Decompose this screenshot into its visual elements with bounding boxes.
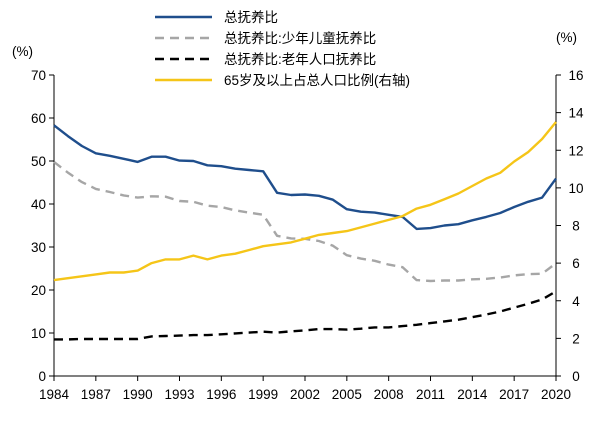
left-axis-tick-label: 70 <box>31 68 46 83</box>
left-axis-tick-label: 60 <box>31 111 46 126</box>
axes: 0 10 20 30 40 50 60 70 0 2 4 6 8 10 12 14 16 1984 1987 1990… <box>31 68 584 402</box>
x-axis-tick-label: 1996 <box>206 387 236 402</box>
x-axis-tick-label: 1993 <box>164 387 194 402</box>
series-line-1 <box>53 124 557 231</box>
right-axis-tick-label: 12 <box>568 143 583 158</box>
right-axis-tick-label: 4 <box>572 294 580 309</box>
right-axis-tick-label: 14 <box>568 106 584 121</box>
legend-label-4: 65岁及以上占总人口比例(右轴) <box>224 73 410 88</box>
left-axis-unit-label: (%) <box>12 44 33 59</box>
x-axis-tick-label: 2014 <box>457 387 488 402</box>
left-axis-tick-label: 20 <box>31 283 46 298</box>
x-axis-tick-label: 2020 <box>541 387 571 402</box>
x-axis-tick-label: 1999 <box>248 387 278 402</box>
right-axis-tick-label: 10 <box>568 181 583 196</box>
left-axis-tick-label: 50 <box>31 154 46 169</box>
legend-label-3: 总抚养比:老年人口抚养比 <box>224 52 376 67</box>
series-line-3 <box>54 290 557 341</box>
right-axis-tick-label: 8 <box>572 219 580 234</box>
x-axis-tick-label: 1990 <box>123 387 153 402</box>
x-axis-tick-label: 2017 <box>499 387 529 402</box>
left-axis-tick-label: 30 <box>31 240 46 255</box>
x-axis-tick-label: 2002 <box>290 387 320 402</box>
x-axis-tick-label: 1987 <box>81 387 111 402</box>
left-axis-tick-label: 10 <box>31 326 46 341</box>
x-axis-tick-label: 1984 <box>39 387 70 402</box>
left-axis-tick-label: 40 <box>31 197 46 212</box>
right-axis-tick-label: 0 <box>572 369 580 384</box>
right-axis-unit-label: (%) <box>556 30 577 45</box>
right-axis-tick-label: 16 <box>568 68 583 83</box>
series-line-4 <box>53 121 557 282</box>
right-axis-tick-label: 6 <box>572 256 580 271</box>
left-axis-tick-label: 0 <box>38 369 46 384</box>
right-axis-tick-label: 2 <box>572 331 580 346</box>
series-line-2 <box>53 160 557 283</box>
legend-label-1: 总抚养比 <box>224 10 278 25</box>
x-axis-tick-label: 2008 <box>374 387 404 402</box>
x-axis-tick-label: 2005 <box>332 387 362 402</box>
series-lines <box>53 121 557 341</box>
axis-unit-labels: (%) (%) <box>12 30 577 59</box>
x-axis-tick-label: 2011 <box>416 387 445 402</box>
legend-label-2: 总抚养比:少年儿童抚养比 <box>224 30 376 46</box>
